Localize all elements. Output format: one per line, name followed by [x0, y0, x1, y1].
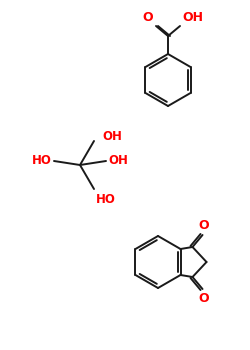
- Text: HO: HO: [32, 154, 52, 168]
- Text: OH: OH: [108, 154, 128, 168]
- Text: O: O: [198, 292, 209, 305]
- Text: O: O: [142, 11, 153, 24]
- Text: OH: OH: [102, 131, 122, 144]
- Text: HO: HO: [96, 193, 116, 206]
- Text: O: O: [198, 219, 209, 232]
- Text: OH: OH: [182, 11, 203, 24]
